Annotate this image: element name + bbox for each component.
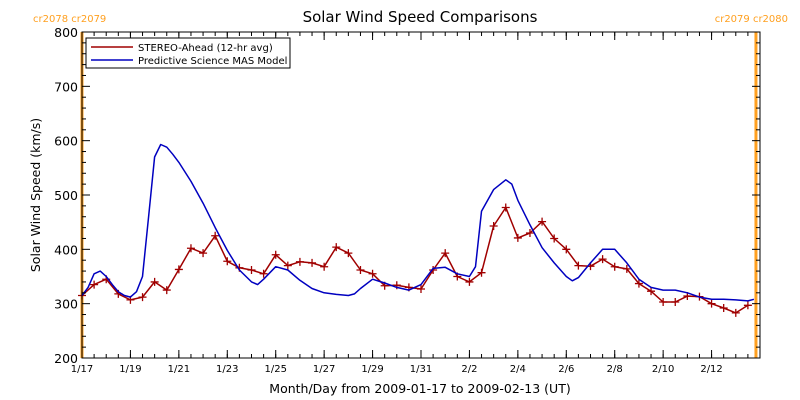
data-point-marker <box>489 221 498 230</box>
data-point-marker <box>731 308 740 317</box>
data-point-marker <box>186 244 195 253</box>
plot-data <box>78 32 758 358</box>
data-point-marker <box>259 269 268 278</box>
x-tick-label: 2/12 <box>700 364 722 375</box>
x-axis-label: Month/Day from 2009-01-17 to 2009-02-13 … <box>269 381 570 396</box>
plot-axes: 200 300 400 500 600 700 800 1/17 1/19 1/21 1/23 1/2… <box>54 25 761 375</box>
x-tick-label: 2/6 <box>558 364 574 375</box>
data-point-marker <box>707 299 716 308</box>
chart-title: Solar Wind Speed Comparisons <box>303 8 538 26</box>
data-point-marker <box>211 231 220 240</box>
data-point-marker <box>283 261 292 270</box>
carrington-label-right: cr2079 cr2080 <box>715 14 788 25</box>
data-point-marker <box>320 262 329 271</box>
data-point-marker <box>441 249 450 258</box>
x-tick-label: 1/29 <box>361 364 383 375</box>
legend-label-model: Predictive Science MAS Model <box>138 56 287 67</box>
data-point-marker <box>356 265 365 274</box>
x-tick-label: 2/2 <box>461 364 477 375</box>
legend-label-stereo: STEREO-Ahead (12-hr avg) <box>138 43 273 54</box>
data-point-marker <box>295 257 304 266</box>
x-tick-label: 1/19 <box>119 364 141 375</box>
data-point-marker <box>247 265 256 274</box>
y-axis-label: Solar Wind Speed (km/s) <box>28 118 43 272</box>
x-tick-label: 1/31 <box>410 364 432 375</box>
x-tick-label: 1/27 <box>313 364 335 375</box>
data-point-marker <box>465 277 474 286</box>
series-line-0 <box>81 206 749 314</box>
data-point-marker <box>174 265 183 274</box>
data-point-marker <box>90 280 99 289</box>
y-tick-label: 200 <box>54 351 78 366</box>
data-point-marker <box>525 229 534 238</box>
x-tick-label: 2/4 <box>510 364 526 375</box>
legend: STEREO-Ahead (12-hr avg) Predictive Scie… <box>85 37 291 69</box>
data-point-marker <box>429 265 438 274</box>
data-point-marker <box>647 287 656 296</box>
x-tick-label: 2/8 <box>607 364 623 375</box>
y-tick-label: 600 <box>54 134 78 149</box>
data-point-marker <box>538 217 547 226</box>
x-tick-label: 1/21 <box>168 364 190 375</box>
y-tick-label: 400 <box>54 242 78 257</box>
x-tick-label: 1/23 <box>216 364 238 375</box>
data-point-marker <box>308 258 317 267</box>
data-point-marker <box>150 277 159 286</box>
data-point-marker <box>622 264 631 273</box>
data-point-marker <box>513 233 522 242</box>
data-point-marker <box>344 249 353 258</box>
plot-frame <box>81 31 761 359</box>
x-tick-label: 1/17 <box>71 364 93 375</box>
y-tick-label: 300 <box>54 297 78 312</box>
data-point-marker <box>562 245 571 254</box>
data-point-marker <box>223 257 232 266</box>
carrington-markers: cr2078 cr2079 cr2079 cr2080 <box>33 14 788 25</box>
data-point-marker <box>574 261 583 270</box>
y-tick-label: 700 <box>54 79 78 94</box>
data-point-marker <box>550 234 559 243</box>
data-point-marker <box>199 249 208 258</box>
data-point-marker <box>162 286 171 295</box>
carrington-label-left: cr2078 cr2079 <box>33 14 106 25</box>
data-point-marker <box>501 203 510 212</box>
data-point-marker <box>138 293 147 302</box>
y-tick-label: 500 <box>54 188 78 203</box>
data-point-marker <box>671 298 680 307</box>
legend-box <box>85 37 291 69</box>
data-point-marker <box>634 279 643 288</box>
data-point-marker <box>659 298 668 307</box>
data-point-marker <box>719 304 728 313</box>
x-tick-label: 2/10 <box>652 364 674 375</box>
data-point-marker <box>271 250 280 259</box>
data-point-marker <box>332 243 341 252</box>
x-tick-label: 1/25 <box>264 364 286 375</box>
y-tick-label: 800 <box>54 25 78 40</box>
data-point-marker <box>610 262 619 271</box>
data-point-marker <box>368 269 377 278</box>
data-point-marker <box>743 301 752 310</box>
data-point-marker <box>417 284 425 293</box>
data-point-marker <box>477 268 486 277</box>
series-line-1 <box>81 143 755 302</box>
data-point-marker <box>598 255 607 264</box>
